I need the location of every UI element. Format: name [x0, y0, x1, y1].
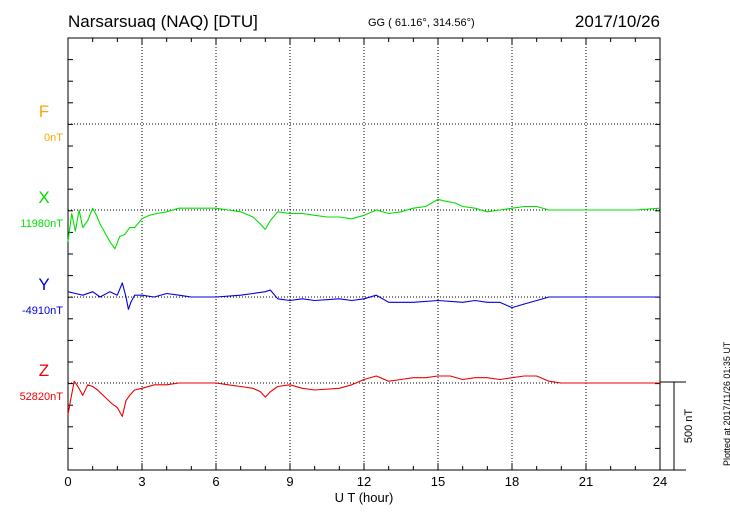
series-name-label: Y	[38, 275, 49, 294]
series-lines	[67, 198, 661, 417]
series-baseline-label: 11980nT	[20, 218, 63, 230]
x-tick-label: 15	[431, 474, 445, 489]
chart-date: 2017/10/26	[574, 12, 660, 31]
x-tick-label: 12	[357, 474, 371, 489]
x-tick-label: 3	[138, 474, 145, 489]
series-line-Y	[67, 282, 660, 310]
x-tick-label: 21	[579, 474, 593, 489]
series-baseline-label: -4910nT	[22, 305, 63, 317]
geographic-coords: GG ( 61.16°, 314.56°)	[368, 17, 475, 29]
series-labels: F 0nT X 11980nT Y -4910nT Z 52820nT	[20, 102, 64, 403]
x-tick-label: 18	[505, 474, 519, 489]
series-name-label: F	[39, 102, 49, 121]
x-axis-label: U T (hour)	[335, 490, 394, 505]
series-baseline-label: 52820nT	[20, 391, 64, 403]
scale-bar: 500 nT	[660, 381, 695, 471]
grid-lines	[68, 38, 660, 470]
x-tick-label: 24	[653, 474, 667, 489]
series-baseline-label: 0nT	[44, 132, 63, 144]
x-tick-label: 9	[286, 474, 293, 489]
series-line-Z	[67, 375, 660, 417]
series-name-label: X	[38, 188, 49, 207]
x-tick-labels: 0 3 6 9 12 15 18 21 24	[64, 474, 667, 489]
x-tick-label: 6	[212, 474, 219, 489]
plotted-timestamp: Plotted at 2017/11/26 01:35 UT	[722, 341, 730, 466]
series-line-X	[67, 198, 661, 250]
series-name-label: Z	[39, 361, 49, 380]
station-title: Narsarsuaq (NAQ) [DTU]	[68, 12, 258, 31]
scale-bar-label: 500 nT	[683, 409, 695, 444]
x-tick-label: 0	[64, 474, 71, 489]
